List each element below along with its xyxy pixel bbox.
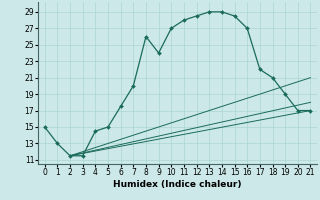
X-axis label: Humidex (Indice chaleur): Humidex (Indice chaleur) [113,180,242,189]
